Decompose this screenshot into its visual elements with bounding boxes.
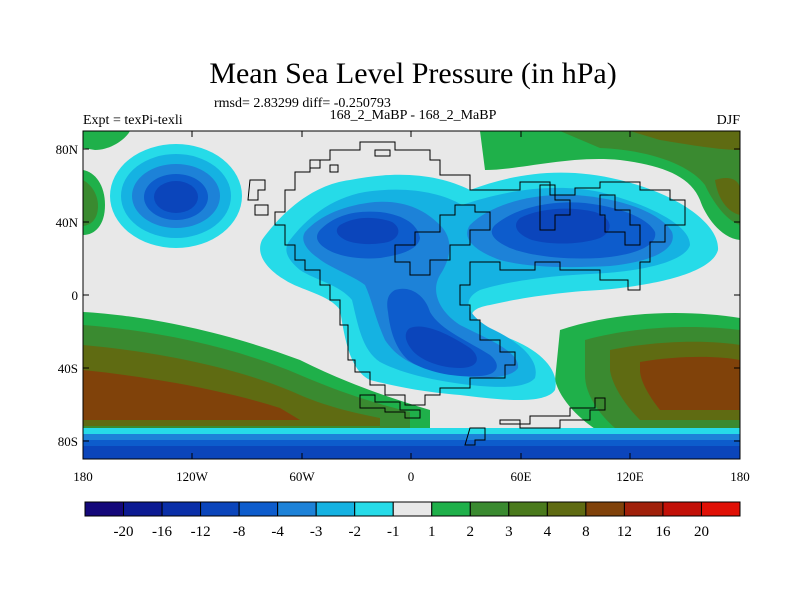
colorbar-swatch xyxy=(392,501,433,517)
north-strip-green xyxy=(83,131,130,150)
coastline-south-shelf xyxy=(359,394,421,419)
colorbar-swatch xyxy=(315,501,356,517)
pangaea-low-core-s xyxy=(405,326,477,368)
colorbar-label: -1 xyxy=(387,524,400,540)
colorbar-label: -2 xyxy=(348,524,361,540)
colorbar: -20 -16 -12 -8 -4 -3 -2 -1 1 2 3 4 8 12 16 20 xyxy=(84,501,741,540)
colorbar-swatch xyxy=(200,501,240,517)
colorbar-swatch xyxy=(84,501,125,517)
lon-tick-label: 120E xyxy=(616,469,644,484)
colorbar-swatch xyxy=(469,501,510,517)
map-panel xyxy=(83,131,740,459)
colorbar-label: -12 xyxy=(191,524,211,540)
polar-band-cyan xyxy=(83,428,740,434)
coastline-pangaea-outer xyxy=(274,141,686,406)
lat-tick-label: 80S xyxy=(58,434,78,449)
coastline-southeast xyxy=(499,397,606,429)
ne-olive xyxy=(630,131,740,150)
pangaea-low-core-e xyxy=(516,208,610,244)
colorbar-swatch xyxy=(354,501,394,517)
season-label: DJF xyxy=(717,113,741,128)
lon-tick-label: 60E xyxy=(511,469,532,484)
lon-ticks xyxy=(191,131,631,459)
colorbar-swatch xyxy=(431,501,471,517)
colorbar-label: 8 xyxy=(582,524,590,540)
e-olive xyxy=(715,178,740,215)
lat-tick-label: 80N xyxy=(56,142,79,157)
colorbar-swatch xyxy=(123,501,163,517)
colorbar-label: 1 xyxy=(428,524,436,540)
lat-ticks xyxy=(83,148,740,442)
lat-tick-label: 40N xyxy=(56,215,79,230)
colorbar-label: -4 xyxy=(271,524,284,540)
experiment-label: Expt = texPi-texli xyxy=(83,113,183,128)
coastline-polar xyxy=(464,427,486,446)
lon-tick-label: 120W xyxy=(176,469,209,484)
south-band-brown xyxy=(83,370,300,420)
plot-title: Mean Sea Level Pressure (in hPa) xyxy=(209,57,616,90)
colorbar-swatch xyxy=(585,501,625,517)
pacific-low-core xyxy=(154,181,198,213)
colorbar-label: 20 xyxy=(694,524,709,540)
coastline-east-block xyxy=(599,194,641,246)
polar-band-darkblue xyxy=(83,446,740,459)
colorbar-swatch xyxy=(238,501,279,517)
colorbar-label: 3 xyxy=(505,524,513,540)
lat-tick-label: 40S xyxy=(58,361,78,376)
coastlines xyxy=(247,141,686,446)
ne-darkgreen xyxy=(560,131,740,225)
coastline-inner-sea xyxy=(394,204,491,276)
southeast-brown xyxy=(640,356,740,410)
lon-tick-label: 0 xyxy=(408,469,415,484)
pangaea-low-core-w xyxy=(336,217,399,245)
colorbar-label: -20 xyxy=(114,524,134,540)
colorbar-label: 2 xyxy=(467,524,475,540)
colorbar-label: 16 xyxy=(655,524,671,540)
lon-tick-label: 60W xyxy=(289,469,315,484)
polar-band-midblue xyxy=(83,434,740,440)
subtitle-label: 168_2_MaBP - 168_2_MaBP xyxy=(330,108,497,123)
lat-tick-label: 0 xyxy=(72,288,79,303)
colorbar-label: 4 xyxy=(544,524,552,540)
nw-darkgreen xyxy=(83,180,98,226)
colorbar-swatch xyxy=(700,501,741,517)
stats-line: rmsd= 2.83299 diff= -0.250793 xyxy=(214,96,391,111)
colorbar-swatch xyxy=(662,501,702,517)
coastline-small-island xyxy=(254,204,269,216)
lon-tick-label: 180 xyxy=(73,469,93,484)
lon-tick-label: 180 xyxy=(730,469,750,484)
colorbar-label: -8 xyxy=(233,524,246,540)
coastline-arctic-patches xyxy=(309,149,391,173)
colorbar-swatch xyxy=(508,501,548,517)
colorbar-label: 12 xyxy=(617,524,632,540)
colorbar-swatch xyxy=(623,501,664,517)
coastline-north-block xyxy=(539,184,571,231)
colorbar-swatch xyxy=(277,501,317,517)
coastline-west-islands xyxy=(247,179,266,201)
colorbar-swatch xyxy=(161,501,202,517)
colorbar-swatch xyxy=(546,501,587,517)
colorbar-label: -3 xyxy=(310,524,323,540)
colorbar-label: -16 xyxy=(152,524,172,540)
